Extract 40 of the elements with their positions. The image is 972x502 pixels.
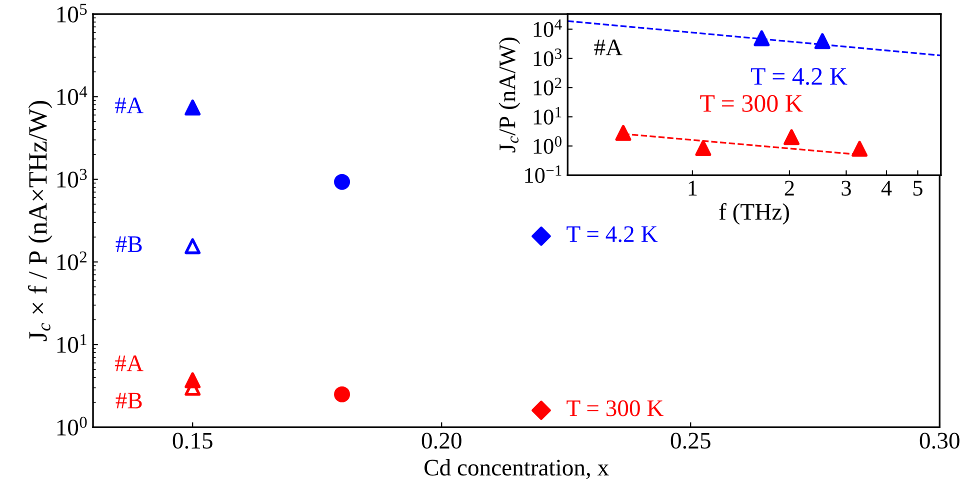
x-axis-title: f (THz) <box>719 202 789 225</box>
series-label: T = 4.2 K <box>566 226 658 242</box>
y-tick-label: 10$^{−1}$ <box>525 165 562 183</box>
x-tick-label: 4 <box>881 180 892 196</box>
point <box>532 226 551 246</box>
point <box>334 386 350 402</box>
point <box>334 174 350 190</box>
annotation: #A <box>594 40 622 56</box>
y-tick-label: 10$^{0}$ <box>534 136 562 154</box>
series-label: T = 300 K <box>700 95 803 112</box>
y-tick-label: 10$^{4}$ <box>57 86 88 105</box>
y-tick-label: 10$^{1}$ <box>57 334 86 353</box>
x-tick-label: 3 <box>842 180 851 196</box>
x-tick-label: 0.15 <box>172 432 212 449</box>
y-tick-label: 10$^{1}$ <box>534 106 562 125</box>
x-tick-label: 0.25 <box>670 432 710 449</box>
series-label: #B <box>116 236 142 252</box>
point <box>184 238 201 254</box>
y-tick-label: 10$^{5}$ <box>57 4 87 22</box>
x-tick-label: 0.20 <box>422 432 462 449</box>
y-tick-label: 10$^{0}$ <box>57 416 87 436</box>
y-tick-label: 10$^{2}$ <box>534 78 562 96</box>
y-tick-label: 10$^{3}$ <box>534 48 562 66</box>
series-label: #B <box>116 392 142 408</box>
series-label: T = 300 K <box>566 400 664 416</box>
x-tick-label: 2 <box>784 180 794 196</box>
y-axis-title: J$_{c}$ × f / P (nA×THz/W) <box>28 100 52 342</box>
point <box>184 100 201 116</box>
series-label: #A <box>115 356 144 372</box>
series-label: T = 4.2 K <box>750 68 848 85</box>
x-tick-label: 0.30 <box>920 432 960 449</box>
point <box>532 400 551 420</box>
y-tick-label: 10$^{2}$ <box>57 251 86 270</box>
y-tick-label: 10$^{4}$ <box>534 19 562 37</box>
x-tick-label: 1 <box>688 180 697 196</box>
x-axis-title: Cd concentration, x <box>424 459 609 480</box>
series-label: #A <box>115 98 144 114</box>
x-tick-label: 5 <box>913 180 922 196</box>
y-axis-title: J$_{c}$/P (nA/W) <box>498 38 520 152</box>
y-tick-label: 10$^{3}$ <box>57 168 87 188</box>
